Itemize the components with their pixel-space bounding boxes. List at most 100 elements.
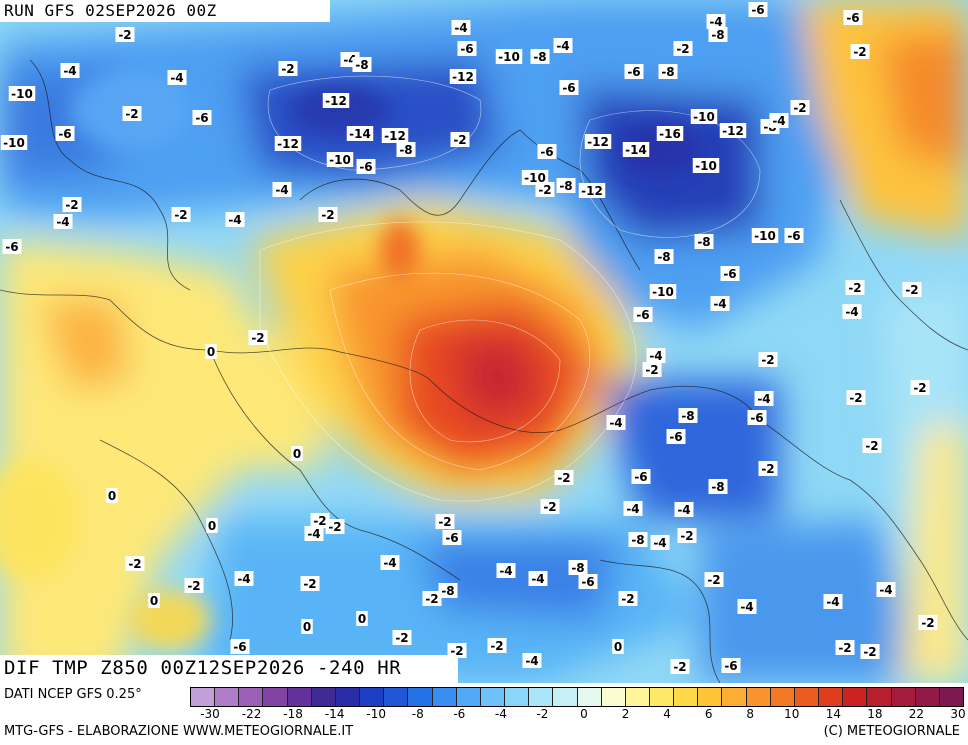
legend-tick: 2 xyxy=(622,707,630,721)
contour-label: -14 xyxy=(347,126,374,141)
contour-label: -2 xyxy=(393,630,412,645)
legend-ticks: -30 -22 -18 -14 -10 -8 -6 -4 -2 0 2 4 6 8 10 14 18 22 30 xyxy=(190,707,964,723)
contour-label: -6 xyxy=(458,41,477,56)
contour-label-text: -6 xyxy=(233,640,246,654)
contour-label-text: -4 xyxy=(649,349,662,363)
contour-label: -6 xyxy=(560,80,579,95)
contour-label: -4 xyxy=(235,571,254,586)
legend-tick: 8 xyxy=(746,707,754,721)
legend-swatch xyxy=(602,688,626,706)
legend-swatch xyxy=(553,688,577,706)
contour-label: -6 xyxy=(538,144,557,159)
contour-label-text: -2 xyxy=(538,183,551,197)
contour-label: -6 xyxy=(443,530,462,545)
contour-label-text: -4 xyxy=(556,39,569,53)
contour-label-text: -2 xyxy=(707,573,720,587)
contour-label: -12 xyxy=(585,134,612,149)
contour-label-text: -6 xyxy=(562,81,575,95)
contour-label: -6 xyxy=(721,266,740,281)
contour-label: -10 xyxy=(327,152,354,167)
contour-label-text: -8 xyxy=(681,409,694,423)
contour-label-text: -4 xyxy=(454,21,467,35)
contour-label: -6 xyxy=(56,126,75,141)
contour-label: -2 xyxy=(185,578,204,593)
contour-label: -2 xyxy=(249,330,268,345)
contour-label-text: -4 xyxy=(170,71,183,85)
contour-label-text: -6 xyxy=(627,65,640,79)
contour-label: -2 xyxy=(63,197,82,212)
contour-label: -2 xyxy=(919,615,938,630)
contour-label: -8 xyxy=(709,27,728,42)
contour-label: -10 xyxy=(752,228,779,243)
contour-label-text: -2 xyxy=(838,641,851,655)
legend-tick: -30 xyxy=(200,707,220,721)
legend-tick: -4 xyxy=(495,707,507,721)
contour-label-text: -12 xyxy=(581,184,603,198)
contour-label-text: 0 xyxy=(614,640,622,654)
contour-label: -4 xyxy=(770,113,789,128)
contour-label: -4 xyxy=(711,296,730,311)
contour-label: -2 xyxy=(759,352,778,367)
contour-label: -2 xyxy=(555,470,574,485)
contour-label-text: -4 xyxy=(63,64,76,78)
contour-label-text: -4 xyxy=(826,595,839,609)
contour-label-text: -4 xyxy=(653,536,666,550)
contour-label: -2 xyxy=(851,44,870,59)
legend-swatch xyxy=(312,688,336,706)
contour-label-text: -12 xyxy=(587,135,609,149)
contour-label-text: -2 xyxy=(125,107,138,121)
contour-label-text: -4 xyxy=(383,556,396,570)
contour-label-text: -6 xyxy=(5,240,18,254)
contour-label-text: -4 xyxy=(56,215,69,229)
contour-label-text: -2 xyxy=(865,439,878,453)
contour-label-text: -8 xyxy=(533,50,546,64)
contour-label-text: 0 xyxy=(293,447,301,461)
contour-label-text: -2 xyxy=(863,645,876,659)
contour-label-text: -2 xyxy=(174,208,187,222)
contour-label: -4 xyxy=(305,526,324,541)
contour-label: -2 xyxy=(326,519,345,534)
contour-label-text: 0 xyxy=(208,519,216,533)
contour-label-text: -8 xyxy=(631,533,644,547)
contour-label-text: -2 xyxy=(673,660,686,674)
contour-label-text: -6 xyxy=(636,308,649,322)
legend-tick: -14 xyxy=(325,707,345,721)
contour-label-text: -6 xyxy=(751,3,764,17)
contour-label: -2 xyxy=(847,390,866,405)
contour-label: -8 xyxy=(531,49,550,64)
contour-label-text: -4 xyxy=(525,654,538,668)
contour-label-text: -4 xyxy=(626,502,639,516)
contour-label-text: -8 xyxy=(571,561,584,575)
contour-label-text: -10 xyxy=(11,87,33,101)
contour-label: -2 xyxy=(536,182,555,197)
contour-label-text: 0 xyxy=(207,345,215,359)
contour-label-text: -2 xyxy=(65,198,78,212)
contour-label: 0 xyxy=(612,639,624,654)
contour-label-text: -4 xyxy=(772,114,785,128)
contour-label: -6 xyxy=(722,658,741,673)
contour-label-text: -8 xyxy=(711,28,724,42)
legend-tick: -2 xyxy=(536,707,548,721)
contour-label-text: 0 xyxy=(358,612,366,626)
legend-swatch xyxy=(892,688,916,706)
contour-label: -2 xyxy=(619,591,638,606)
contour-label-text: -8 xyxy=(559,179,572,193)
contour-label: -2 xyxy=(674,41,693,56)
contour-label-text: -2 xyxy=(848,281,861,295)
contour-label-text: -2 xyxy=(913,381,926,395)
contour-label: -6 xyxy=(193,110,212,125)
legend-swatch xyxy=(408,688,432,706)
legend-swatch xyxy=(457,688,481,706)
contour-label-text: -2 xyxy=(853,45,866,59)
legend-tick: 18 xyxy=(867,707,882,721)
contour-label: -4 xyxy=(675,502,694,517)
contour-label: -10 xyxy=(9,86,36,101)
contour-label-text: -2 xyxy=(395,631,408,645)
run-title: RUN GFS 02SEP2026 00Z xyxy=(4,1,217,20)
contour-label-text: -10 xyxy=(498,50,520,64)
contour-label: -4 xyxy=(607,415,626,430)
contour-label-text: -2 xyxy=(676,42,689,56)
contour-label-text: -6 xyxy=(445,531,458,545)
contour-label-text: -4 xyxy=(531,572,544,586)
contour-label-text: -6 xyxy=(669,430,682,444)
